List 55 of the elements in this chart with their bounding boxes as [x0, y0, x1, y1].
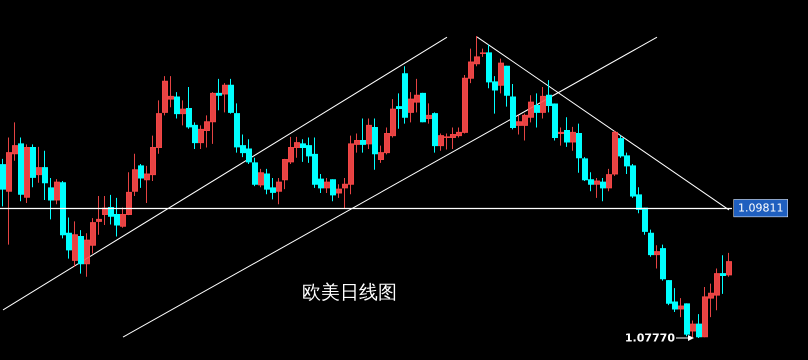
candlestick [324, 177, 330, 194]
candlestick [480, 48, 486, 58]
candlestick [504, 65, 510, 108]
candlestick [690, 320, 696, 338]
candlestick [276, 177, 282, 205]
candlestick [336, 184, 342, 198]
candlestick [228, 78, 234, 114]
candlestick [654, 244, 660, 270]
candlestick [360, 118, 366, 154]
text: 1.09811 [738, 202, 784, 215]
candlestick [174, 92, 180, 119]
candlestick [48, 177, 54, 220]
candlestick [432, 112, 438, 154]
candlestick [72, 220, 78, 268]
candlestick [252, 157, 258, 187]
candlestick [534, 92, 540, 128]
candlestick [24, 144, 30, 204]
candlestick [78, 230, 84, 274]
candlestick [30, 144, 36, 188]
candlestick [426, 102, 432, 124]
candlestick [180, 100, 186, 126]
candlestick [570, 126, 576, 152]
candlestick [684, 302, 690, 337]
candlestick [564, 116, 570, 148]
candlestick [498, 58, 504, 94]
candlestick [132, 153, 138, 197]
candlestick [138, 164, 144, 188]
candlestick [222, 82, 228, 113]
candlestick [726, 252, 732, 278]
candlestick [96, 196, 102, 236]
candlestick [54, 178, 60, 205]
candlestick [696, 314, 702, 338]
candlestick [216, 78, 222, 111]
annotation: 1.07770 [624, 332, 676, 344]
candlestick [510, 84, 516, 130]
candlestick [660, 244, 666, 282]
candlestick [420, 92, 426, 123]
candlestick [330, 178, 336, 202]
candlestick [594, 177, 600, 198]
candlestick [600, 177, 606, 202]
candlestick [678, 298, 684, 318]
candlestick [558, 127, 564, 146]
candlestick [720, 254, 726, 294]
candlestick [648, 229, 654, 258]
candlestick [18, 136, 24, 202]
candlestick [42, 150, 48, 200]
annotation: 欧美日线图 [302, 282, 397, 304]
candlestick [36, 146, 42, 184]
candlestick [102, 196, 108, 226]
candlestick [576, 123, 582, 174]
candlestick [540, 86, 546, 119]
candlestick [372, 118, 378, 170]
candlestick [0, 158, 6, 207]
candlestick [258, 168, 264, 188]
candlestick [366, 118, 372, 150]
